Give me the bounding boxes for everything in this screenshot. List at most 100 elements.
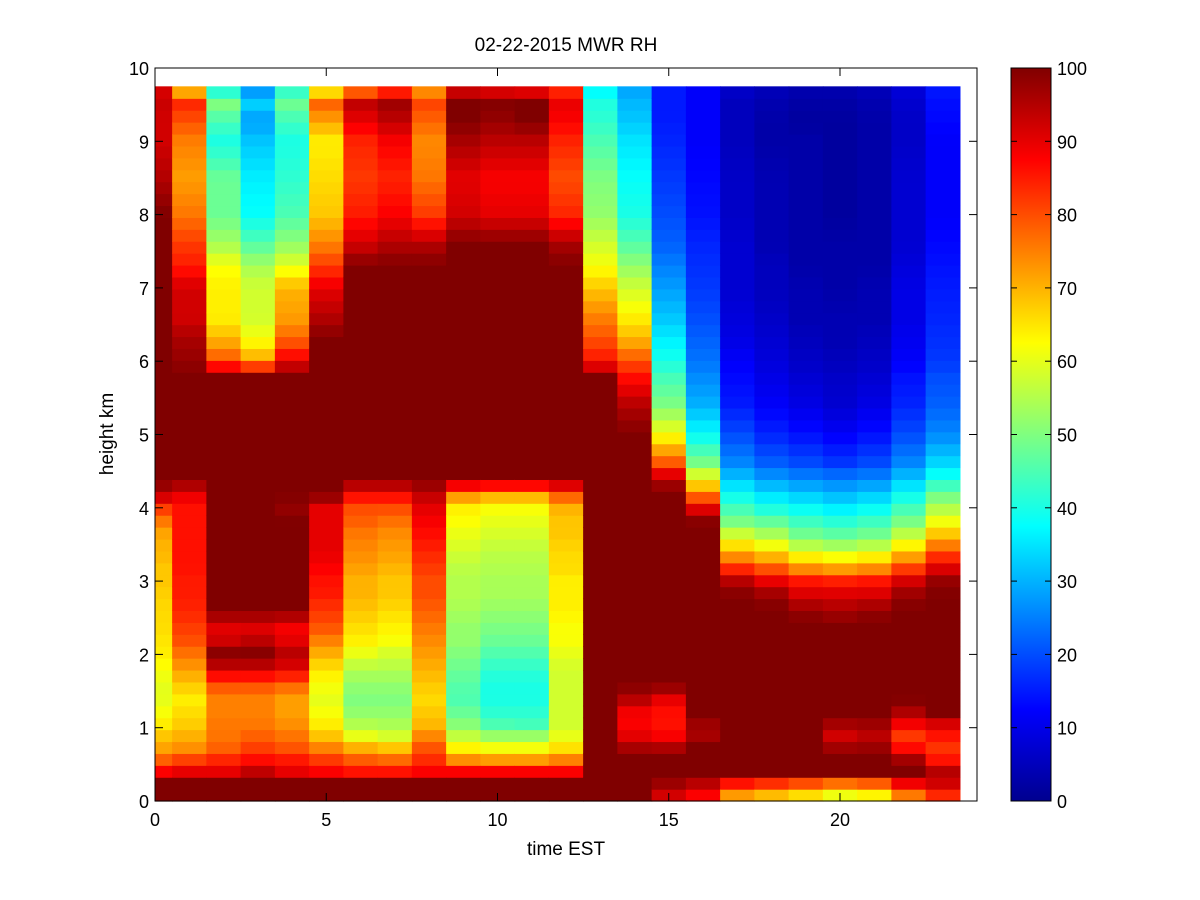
heatmap-cell — [548, 253, 584, 266]
heatmap-cell — [172, 217, 207, 230]
heatmap-cell — [651, 324, 687, 338]
heatmap-cell — [172, 550, 207, 564]
heatmap-cell — [309, 538, 344, 552]
heatmap-cell — [788, 229, 824, 242]
heatmap-cell — [891, 86, 927, 99]
heatmap-cell — [343, 300, 379, 314]
heatmap-cell — [309, 598, 344, 612]
heatmap-cell — [343, 598, 379, 612]
heatmap-cell — [548, 193, 584, 207]
heatmap-cell — [891, 598, 927, 612]
heatmap-cell — [583, 241, 618, 254]
heatmap-cell — [274, 217, 310, 230]
heatmap-cell — [651, 348, 687, 361]
heatmap-cell — [411, 777, 447, 790]
heatmap-cell — [446, 169, 481, 183]
heatmap-cell — [274, 610, 310, 623]
heatmap-cell — [651, 181, 687, 195]
heatmap-cell — [788, 527, 824, 540]
heatmap-cell — [788, 479, 824, 492]
heatmap-cell — [411, 264, 447, 278]
heatmap-cell — [377, 646, 413, 659]
heatmap-cell — [274, 586, 310, 600]
heatmap-cell — [446, 122, 481, 135]
heatmap-cell — [857, 122, 892, 135]
heatmap-cell — [155, 253, 173, 266]
heatmap-cell — [583, 443, 618, 457]
heatmap-cell — [651, 169, 687, 183]
heatmap-cell — [651, 193, 687, 207]
heatmap-cell — [309, 634, 344, 647]
heatmap-cell — [857, 598, 892, 612]
heatmap-cell — [617, 705, 653, 719]
heatmap-cell — [274, 717, 310, 731]
heatmap-cell — [411, 98, 447, 111]
heatmap-cell — [583, 264, 618, 278]
heatmap-cell — [343, 443, 379, 457]
heatmap-cell — [240, 538, 276, 552]
heatmap-cell — [754, 789, 790, 802]
heatmap-cell — [617, 467, 653, 480]
heatmap-cell — [891, 169, 927, 183]
heatmap-cell — [155, 515, 173, 528]
heatmap-cell — [583, 372, 618, 385]
heatmap-cell — [446, 133, 481, 147]
heatmap-cell — [155, 419, 173, 433]
heatmap-cell — [754, 527, 790, 540]
heatmap-cell — [480, 586, 516, 600]
heatmap-cell — [685, 300, 721, 314]
heatmap-cell — [446, 765, 481, 778]
heatmap-cell — [480, 515, 516, 528]
heatmap-cell — [172, 181, 207, 195]
heatmap-cell — [548, 86, 584, 99]
heatmap-cell — [548, 574, 584, 588]
heatmap-cell — [172, 515, 207, 528]
heatmap-cell — [651, 312, 687, 326]
heatmap-cell — [617, 217, 653, 230]
heatmap-cell — [274, 157, 310, 171]
heatmap-cell — [240, 169, 276, 183]
heatmap-cell — [822, 181, 858, 195]
heatmap-cell — [857, 765, 892, 778]
heatmap-cell — [172, 753, 207, 766]
heatmap-cell — [857, 753, 892, 766]
heatmap-cell — [788, 765, 824, 778]
heatmap-cell — [822, 300, 858, 314]
heatmap-cell — [514, 789, 550, 802]
heatmap-cell — [206, 527, 242, 540]
heatmap-cell — [583, 503, 618, 516]
heatmap-cell — [274, 133, 310, 147]
heatmap-cell — [274, 705, 310, 719]
heatmap-cell — [480, 777, 516, 790]
heatmap-cell — [446, 634, 481, 647]
heatmap-cell — [446, 741, 481, 754]
heatmap-cell — [480, 86, 516, 99]
heatmap-cell — [617, 503, 653, 516]
heatmap-cell — [411, 336, 447, 349]
heatmap-cell — [754, 741, 790, 754]
heatmap-cell — [651, 122, 687, 135]
heatmap-cell — [172, 527, 207, 540]
heatmap-cell — [309, 133, 344, 147]
heatmap-cell — [446, 562, 481, 576]
heatmap-cell — [343, 455, 379, 469]
heatmap-cell — [925, 122, 961, 135]
heatmap-cell — [206, 384, 242, 397]
heatmap-cell — [685, 503, 721, 516]
heatmap-cell — [206, 491, 242, 504]
heatmap-cell — [480, 157, 516, 171]
heatmap-cell — [411, 312, 447, 326]
heatmap-cell — [274, 396, 310, 409]
heatmap-cell — [822, 169, 858, 183]
heatmap-cell — [240, 110, 276, 123]
heatmap-cell — [411, 122, 447, 135]
heatmap-cell — [788, 729, 824, 743]
heatmap-cell — [172, 372, 207, 385]
heatmap-cell — [155, 491, 173, 504]
heatmap-cell — [720, 372, 755, 385]
heatmap-cell — [822, 515, 858, 528]
heatmap-cell — [788, 681, 824, 695]
heatmap-cell — [514, 479, 550, 492]
heatmap-cell — [857, 634, 892, 647]
heatmap-cell — [720, 503, 755, 516]
